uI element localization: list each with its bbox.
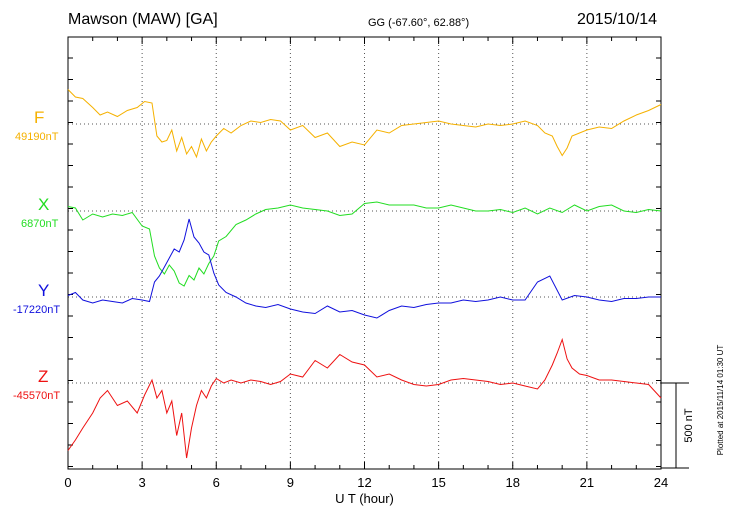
x-tick-label: 15: [431, 475, 445, 490]
x-tick-label: 18: [506, 475, 520, 490]
series-line-z: [67, 337, 662, 459]
x-tick-label: 0: [64, 475, 71, 490]
channel-baseline-f: 49190nT: [15, 131, 59, 143]
x-tick-label: 3: [139, 475, 146, 490]
scale-bar-label: 500 nT: [683, 408, 695, 443]
series-line-y: [67, 218, 661, 319]
series-line-f: [67, 89, 662, 159]
plotted-note: Plotted at 2015/11/14 01:30 UT: [716, 345, 725, 456]
plot-date: 2015/10/14: [577, 11, 658, 28]
x-tick-label: 12: [357, 475, 371, 490]
series-line-x: [67, 201, 662, 287]
station-title: Mawson (MAW) [GA]: [68, 11, 218, 28]
channel-label-x: X: [38, 195, 50, 214]
channel-baseline-y: -17220nT: [13, 304, 61, 316]
geographic-coords: GG (-67.60°, 62.88°): [368, 17, 470, 29]
x-tick-label: 9: [287, 475, 294, 490]
x-tick-label: 21: [580, 475, 594, 490]
channel-label-y: Y: [38, 281, 50, 300]
channel-label-f: F: [34, 108, 45, 127]
channel-baseline-x: 6870nT: [21, 218, 59, 230]
x-tick-label: 6: [213, 475, 220, 490]
channel-baseline-z: -45570nT: [13, 390, 61, 402]
x-tick-label: 24: [654, 475, 668, 490]
channel-label-z: Z: [38, 367, 49, 386]
x-axis-label: U T (hour): [335, 491, 394, 506]
